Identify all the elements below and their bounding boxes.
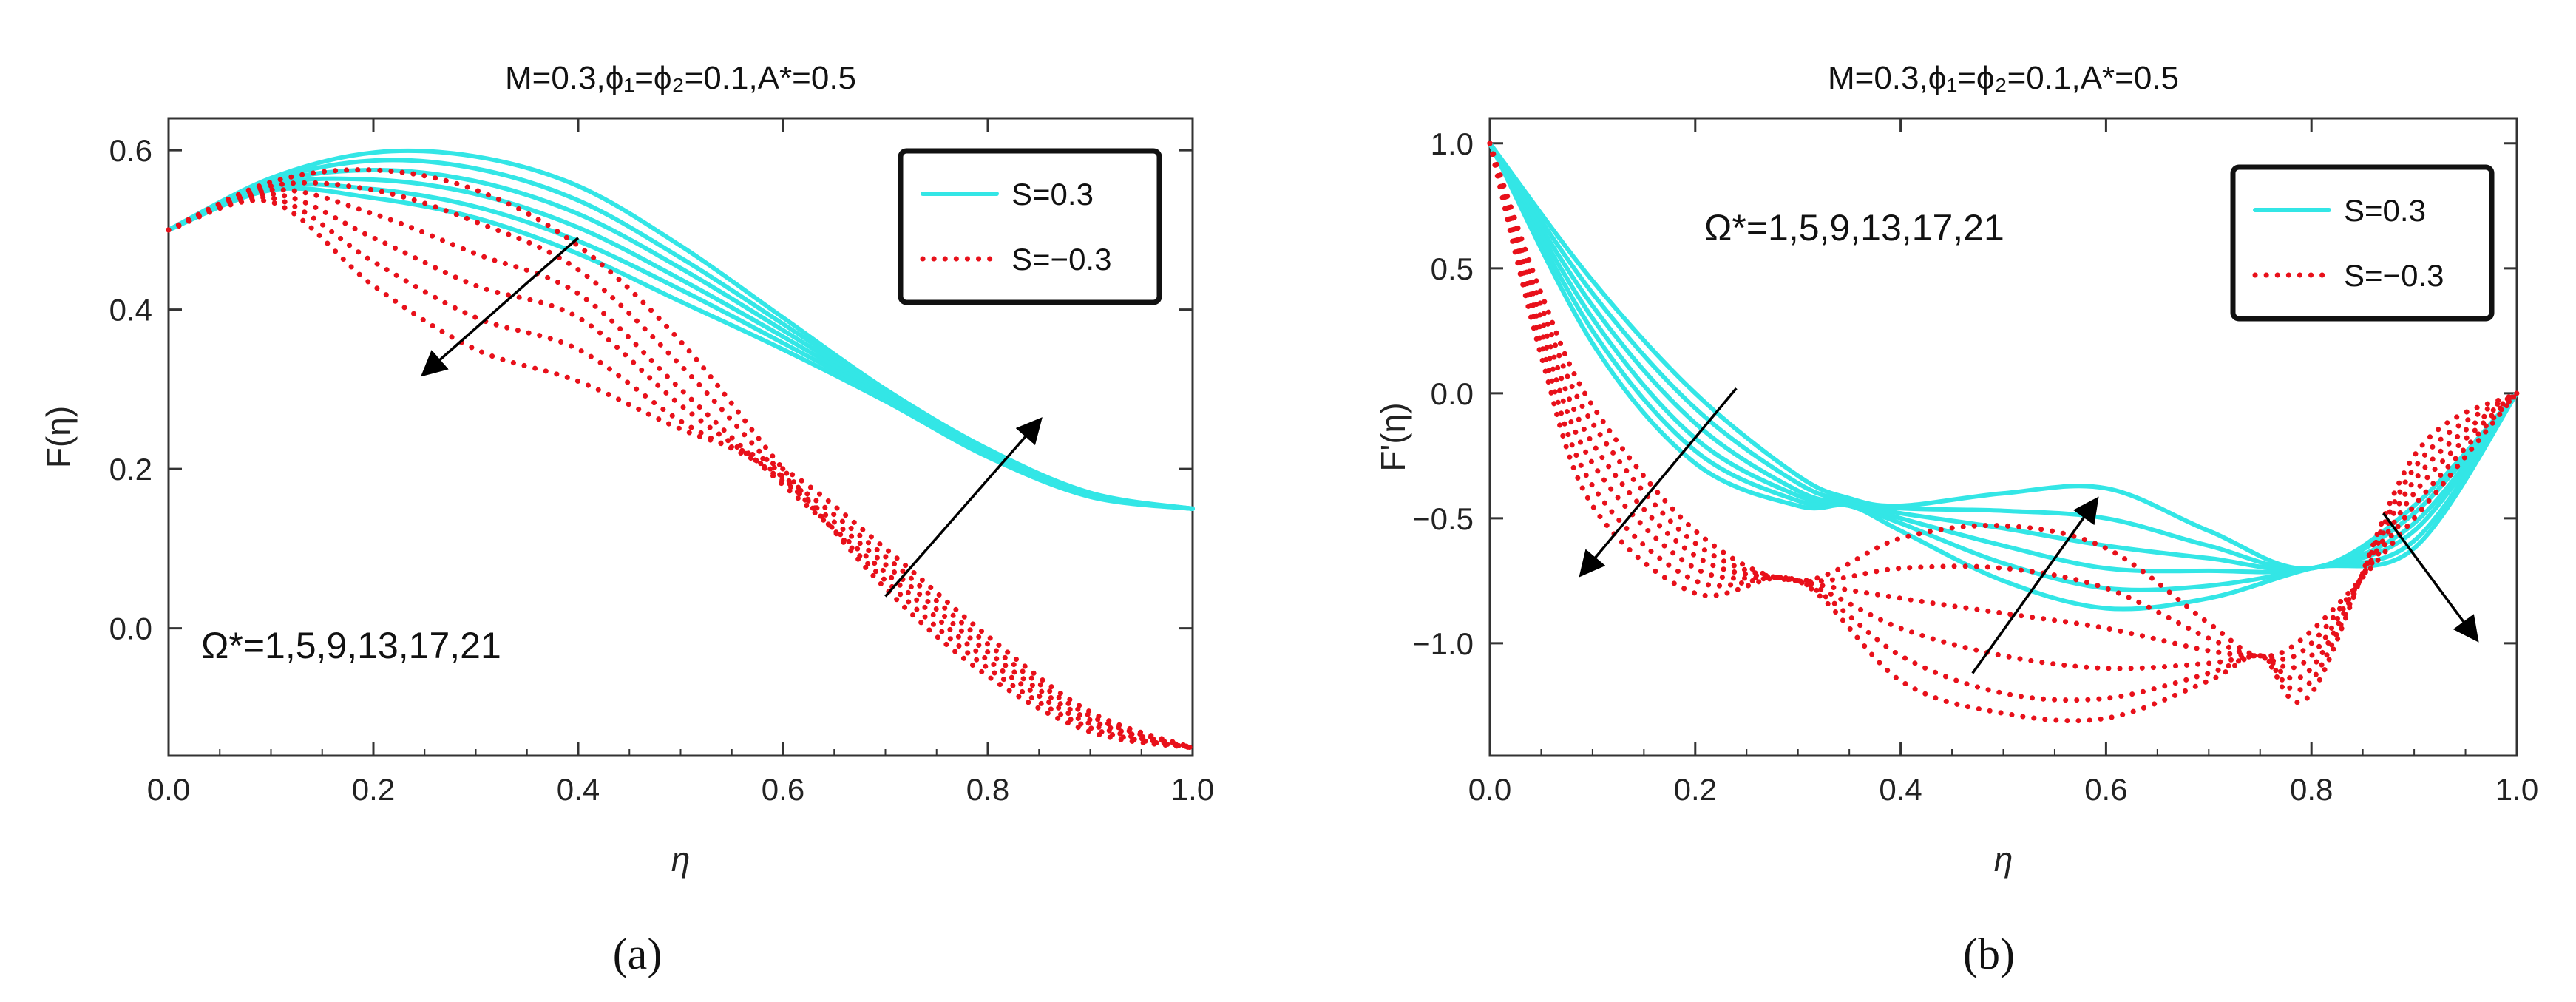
trend-arrow-2 — [884, 417, 1043, 598]
x-tick-label: 0.6 — [762, 772, 804, 807]
x-tick-label: 1.0 — [2495, 772, 2538, 807]
y-tick-label: 0.6 — [109, 133, 152, 168]
x-tick-label: 0.0 — [147, 772, 190, 807]
chart-panel-b: M=0.3,ϕ₁=ϕ₂=0.1,A*=0.5 0.0 0.2 0.4 0.6 0.8 1.0… — [1374, 60, 2538, 978]
trend-arrow-2 — [1971, 496, 2099, 674]
series-s-pos-curve-6 — [1488, 141, 2519, 612]
legend-label-1: S=0.3 — [2344, 193, 2426, 228]
legend-label-1: S=0.3 — [1011, 177, 1094, 211]
series-s-pos-curve-6 — [166, 186, 1195, 511]
x-tick-label: 0.6 — [2084, 772, 2127, 807]
chart-title: M=0.3,ϕ₁=ϕ₂=0.1,A*=0.5 — [1828, 60, 2179, 96]
trend-arrow-3 — [2382, 512, 2479, 643]
series-s-neg-curve-5 — [166, 194, 1196, 751]
series-s-pos-curve-4 — [1488, 141, 2519, 575]
x-tick-label: 0.8 — [966, 772, 1009, 807]
legend-box — [2230, 164, 2495, 322]
series-s-neg-curve-5 — [1487, 141, 2520, 703]
series-s-neg-curve-3 — [1487, 141, 2520, 671]
trend-arrow-1 — [420, 237, 580, 377]
chart-title: M=0.3,ϕ₁=ϕ₂=0.1,A*=0.5 — [505, 60, 856, 96]
x-tick-label: 0.4 — [557, 772, 600, 807]
series-s-neg-curve-2 — [1487, 141, 2520, 662]
x-tick-label: 0.8 — [2290, 772, 2333, 807]
chart-panel-a: M=0.3,ϕ₁=ϕ₂=0.1,A*=0.5 0.0 0.2 0.4 0.6 0.8 1.0… — [39, 60, 1214, 978]
y-tick-label: 0.5 — [1431, 251, 1474, 286]
x-axis-label: η — [671, 840, 691, 879]
series-s-neg-curve-6 — [1487, 141, 2520, 724]
series-s-neg-curve-4 — [166, 191, 1196, 751]
legend-label-2: S=−0.3 — [1011, 242, 1111, 277]
omega-annotation: Ω*=1,5,9,13,17,21 — [201, 625, 501, 666]
y-axis-label: F(η) — [39, 406, 78, 468]
panel-caption: (a) — [613, 930, 662, 978]
omega-annotation: Ω*=1,5,9,13,17,21 — [1704, 207, 2004, 248]
y-tick-label: −1.0 — [1412, 626, 1474, 661]
x-tick-label: 1.0 — [1171, 772, 1214, 807]
y-tick-label: 1.0 — [1431, 126, 1474, 161]
series-s-neg-curve-6 — [166, 197, 1196, 751]
y-axis-label: F'(η) — [1374, 402, 1412, 471]
y-tick-label: 0.0 — [1431, 376, 1474, 411]
series-s-neg-curve-1 — [1487, 141, 2520, 659]
x-tick-label: 0.2 — [1674, 772, 1717, 807]
series-s-neg-curve-1 — [166, 167, 1196, 751]
y-tick-label: 0.4 — [109, 293, 152, 328]
legend-label-2: S=−0.3 — [2344, 258, 2444, 293]
legend-box — [898, 148, 1162, 305]
y-tick-label: −0.5 — [1412, 501, 1474, 536]
trend-arrow-1 — [1579, 387, 1738, 578]
y-tick-label: 0.0 — [109, 612, 152, 646]
x-tick-label: 0.4 — [1879, 772, 1922, 807]
y-tick-label: 0.2 — [109, 452, 152, 487]
x-tick-label: 0.2 — [352, 772, 395, 807]
panel-caption: (b) — [1963, 930, 2015, 978]
x-tick-label: 0.0 — [1468, 772, 1511, 807]
x-axis-label: η — [1994, 840, 2013, 879]
